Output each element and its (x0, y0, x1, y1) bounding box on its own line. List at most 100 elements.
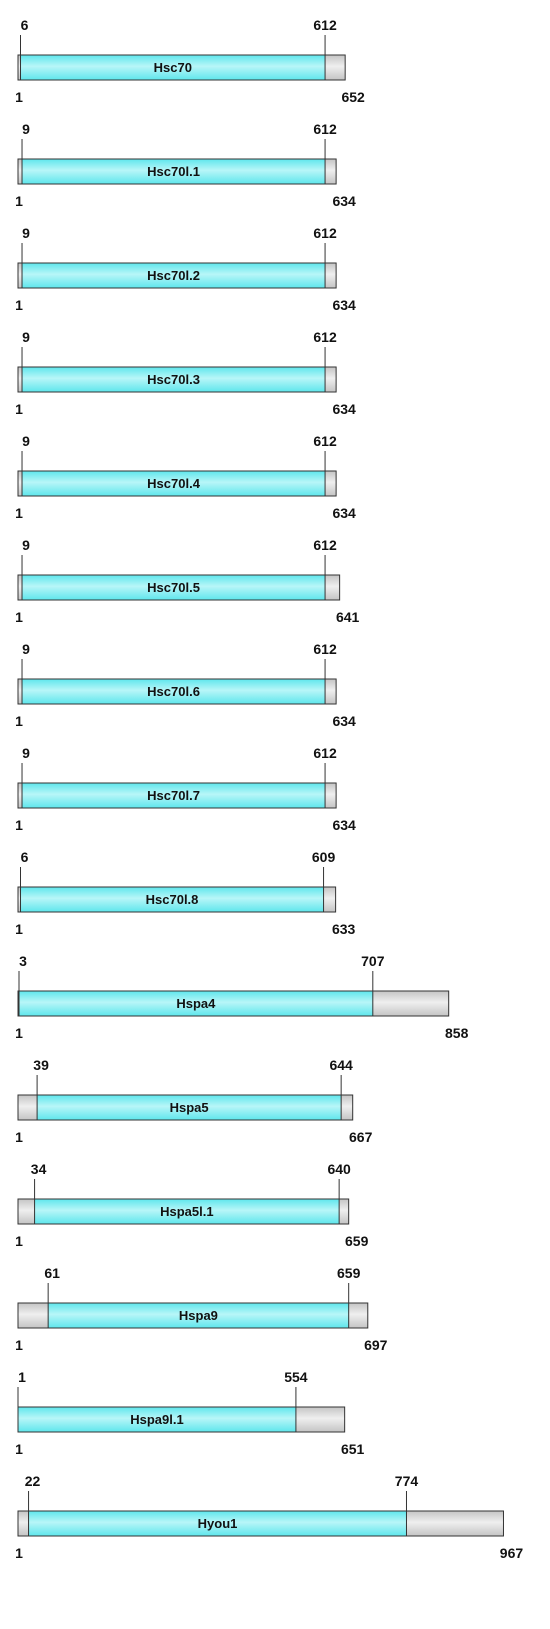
start-label: 1 (15, 609, 23, 625)
name-label: Hsc70l.1 (147, 164, 200, 179)
domain-bar (21, 470, 326, 497)
protein-row-hspa4: 3 707 1 858 Hspa4 (15, 953, 468, 1041)
protein-row-hspa5l-1: 34 640 1 659 Hspa5l.1 (15, 1161, 368, 1249)
domain-start-label: 39 (33, 1057, 49, 1073)
domain-bar (28, 1510, 407, 1537)
name-label: Hsc70l.7 (147, 788, 200, 803)
domain-start-label: 9 (22, 121, 30, 137)
end-label: 967 (500, 1545, 524, 1561)
domain-end-label: 612 (313, 17, 337, 33)
domain-start-label: 6 (21, 17, 29, 33)
name-label: Hsc70l.2 (147, 268, 200, 283)
domain-end-label: 612 (313, 329, 337, 345)
end-label: 634 (332, 817, 356, 833)
start-label: 1 (15, 89, 23, 105)
start-label: 1 (15, 1025, 23, 1041)
protein-row-hsc70l-2: 9 612 1 634 Hsc70l.2 (15, 225, 356, 313)
domain-start-label: 9 (22, 537, 30, 553)
name-label: Hspa9 (179, 1308, 218, 1323)
domain-end-label: 774 (395, 1473, 419, 1489)
domain-end-label: 707 (361, 953, 385, 969)
domain-bar (18, 990, 374, 1017)
domain-bar (17, 1406, 297, 1433)
name-label: Hsc70l.4 (147, 476, 201, 491)
domain-start-label: 34 (31, 1161, 47, 1177)
start-label: 1 (15, 713, 23, 729)
name-label: Hspa9l.1 (130, 1412, 183, 1427)
end-label: 634 (332, 401, 356, 417)
end-label: 652 (341, 89, 365, 105)
end-label: 633 (332, 921, 356, 937)
domain-bar (21, 678, 326, 705)
domain-bar (20, 54, 326, 81)
domain-start-label: 9 (22, 225, 30, 241)
domain-start-label: 6 (21, 849, 29, 865)
start-label: 1 (15, 1233, 23, 1249)
end-label: 651 (341, 1441, 365, 1457)
start-label: 1 (15, 193, 23, 209)
protein-row-hspa9: 61 659 1 697 Hspa9 (15, 1265, 388, 1353)
domain-bar (21, 366, 326, 393)
start-label: 1 (15, 817, 23, 833)
end-label: 659 (345, 1233, 369, 1249)
start-label: 1 (15, 505, 23, 521)
domain-end-label: 644 (329, 1057, 353, 1073)
protein-row-hsc70l-1: 9 612 1 634 Hsc70l.1 (15, 121, 356, 209)
domain-bar (47, 1302, 350, 1329)
domain-end-label: 659 (337, 1265, 361, 1281)
name-label: Hsc70l.5 (147, 580, 200, 595)
start-label: 1 (15, 1441, 23, 1457)
domain-bar (21, 158, 326, 185)
start-label: 1 (15, 1129, 23, 1145)
protein-row-hsc70l-7: 9 612 1 634 Hsc70l.7 (15, 745, 356, 833)
domain-start-label: 3 (19, 953, 27, 969)
name-label: Hspa5 (170, 1100, 209, 1115)
protein-row-hspa9l-1: 1 554 1 651 Hspa9l.1 (15, 1369, 364, 1457)
domain-bar (21, 574, 326, 601)
protein-row-hsc70l-8: 6 609 1 633 Hsc70l.8 (15, 849, 355, 937)
start-label: 1 (15, 401, 23, 417)
protein-row-hsc70l-5: 9 612 1 641 Hsc70l.5 (15, 537, 359, 625)
end-label: 697 (364, 1337, 388, 1353)
protein-row-hsc70l-3: 9 612 1 634 Hsc70l.3 (15, 329, 356, 417)
start-label: 1 (15, 921, 23, 937)
domain-start-label: 9 (22, 433, 30, 449)
end-label: 634 (332, 297, 356, 313)
domain-end-label: 554 (284, 1369, 308, 1385)
protein-row-hsc70l-6: 9 612 1 634 Hsc70l.6 (15, 641, 356, 729)
end-label: 634 (332, 193, 356, 209)
end-label: 858 (445, 1025, 469, 1041)
domain-end-label: 612 (313, 433, 337, 449)
end-label: 634 (332, 713, 356, 729)
name-label: Hyou1 (198, 1516, 238, 1531)
end-label: 641 (336, 609, 360, 625)
protein-row-hsc70: 6 612 1 652 Hsc70 (15, 17, 365, 105)
domain-start-label: 22 (25, 1473, 41, 1489)
domain-end-label: 612 (313, 121, 337, 137)
domain-start-label: 61 (44, 1265, 60, 1281)
protein-row-hspa5: 39 644 1 667 Hspa5 (15, 1057, 372, 1145)
start-label: 1 (15, 1545, 23, 1561)
domain-bar (21, 262, 326, 289)
name-label: Hsc70l.3 (147, 372, 200, 387)
start-label: 1 (15, 1337, 23, 1353)
protein-row-hsc70l-4: 9 612 1 634 Hsc70l.4 (15, 433, 356, 521)
protein-row-hyou1: 22 774 1 967 Hyou1 (15, 1473, 523, 1561)
domain-start-label: 9 (22, 745, 30, 761)
name-label: Hsc70l.8 (146, 892, 199, 907)
domain-end-label: 612 (313, 641, 337, 657)
name-label: Hspa5l.1 (160, 1204, 213, 1219)
domain-bar (34, 1198, 340, 1225)
domain-end-label: 612 (313, 225, 337, 241)
domain-bar (21, 782, 326, 809)
domain-end-label: 609 (312, 849, 336, 865)
name-label: Hsc70l.6 (147, 684, 200, 699)
domain-end-label: 612 (313, 537, 337, 553)
domain-start-label: 1 (18, 1369, 26, 1385)
domain-start-label: 9 (22, 329, 30, 345)
domain-end-label: 612 (313, 745, 337, 761)
end-label: 634 (332, 505, 356, 521)
name-label: Hsc70 (154, 60, 192, 75)
end-label: 667 (349, 1129, 373, 1145)
